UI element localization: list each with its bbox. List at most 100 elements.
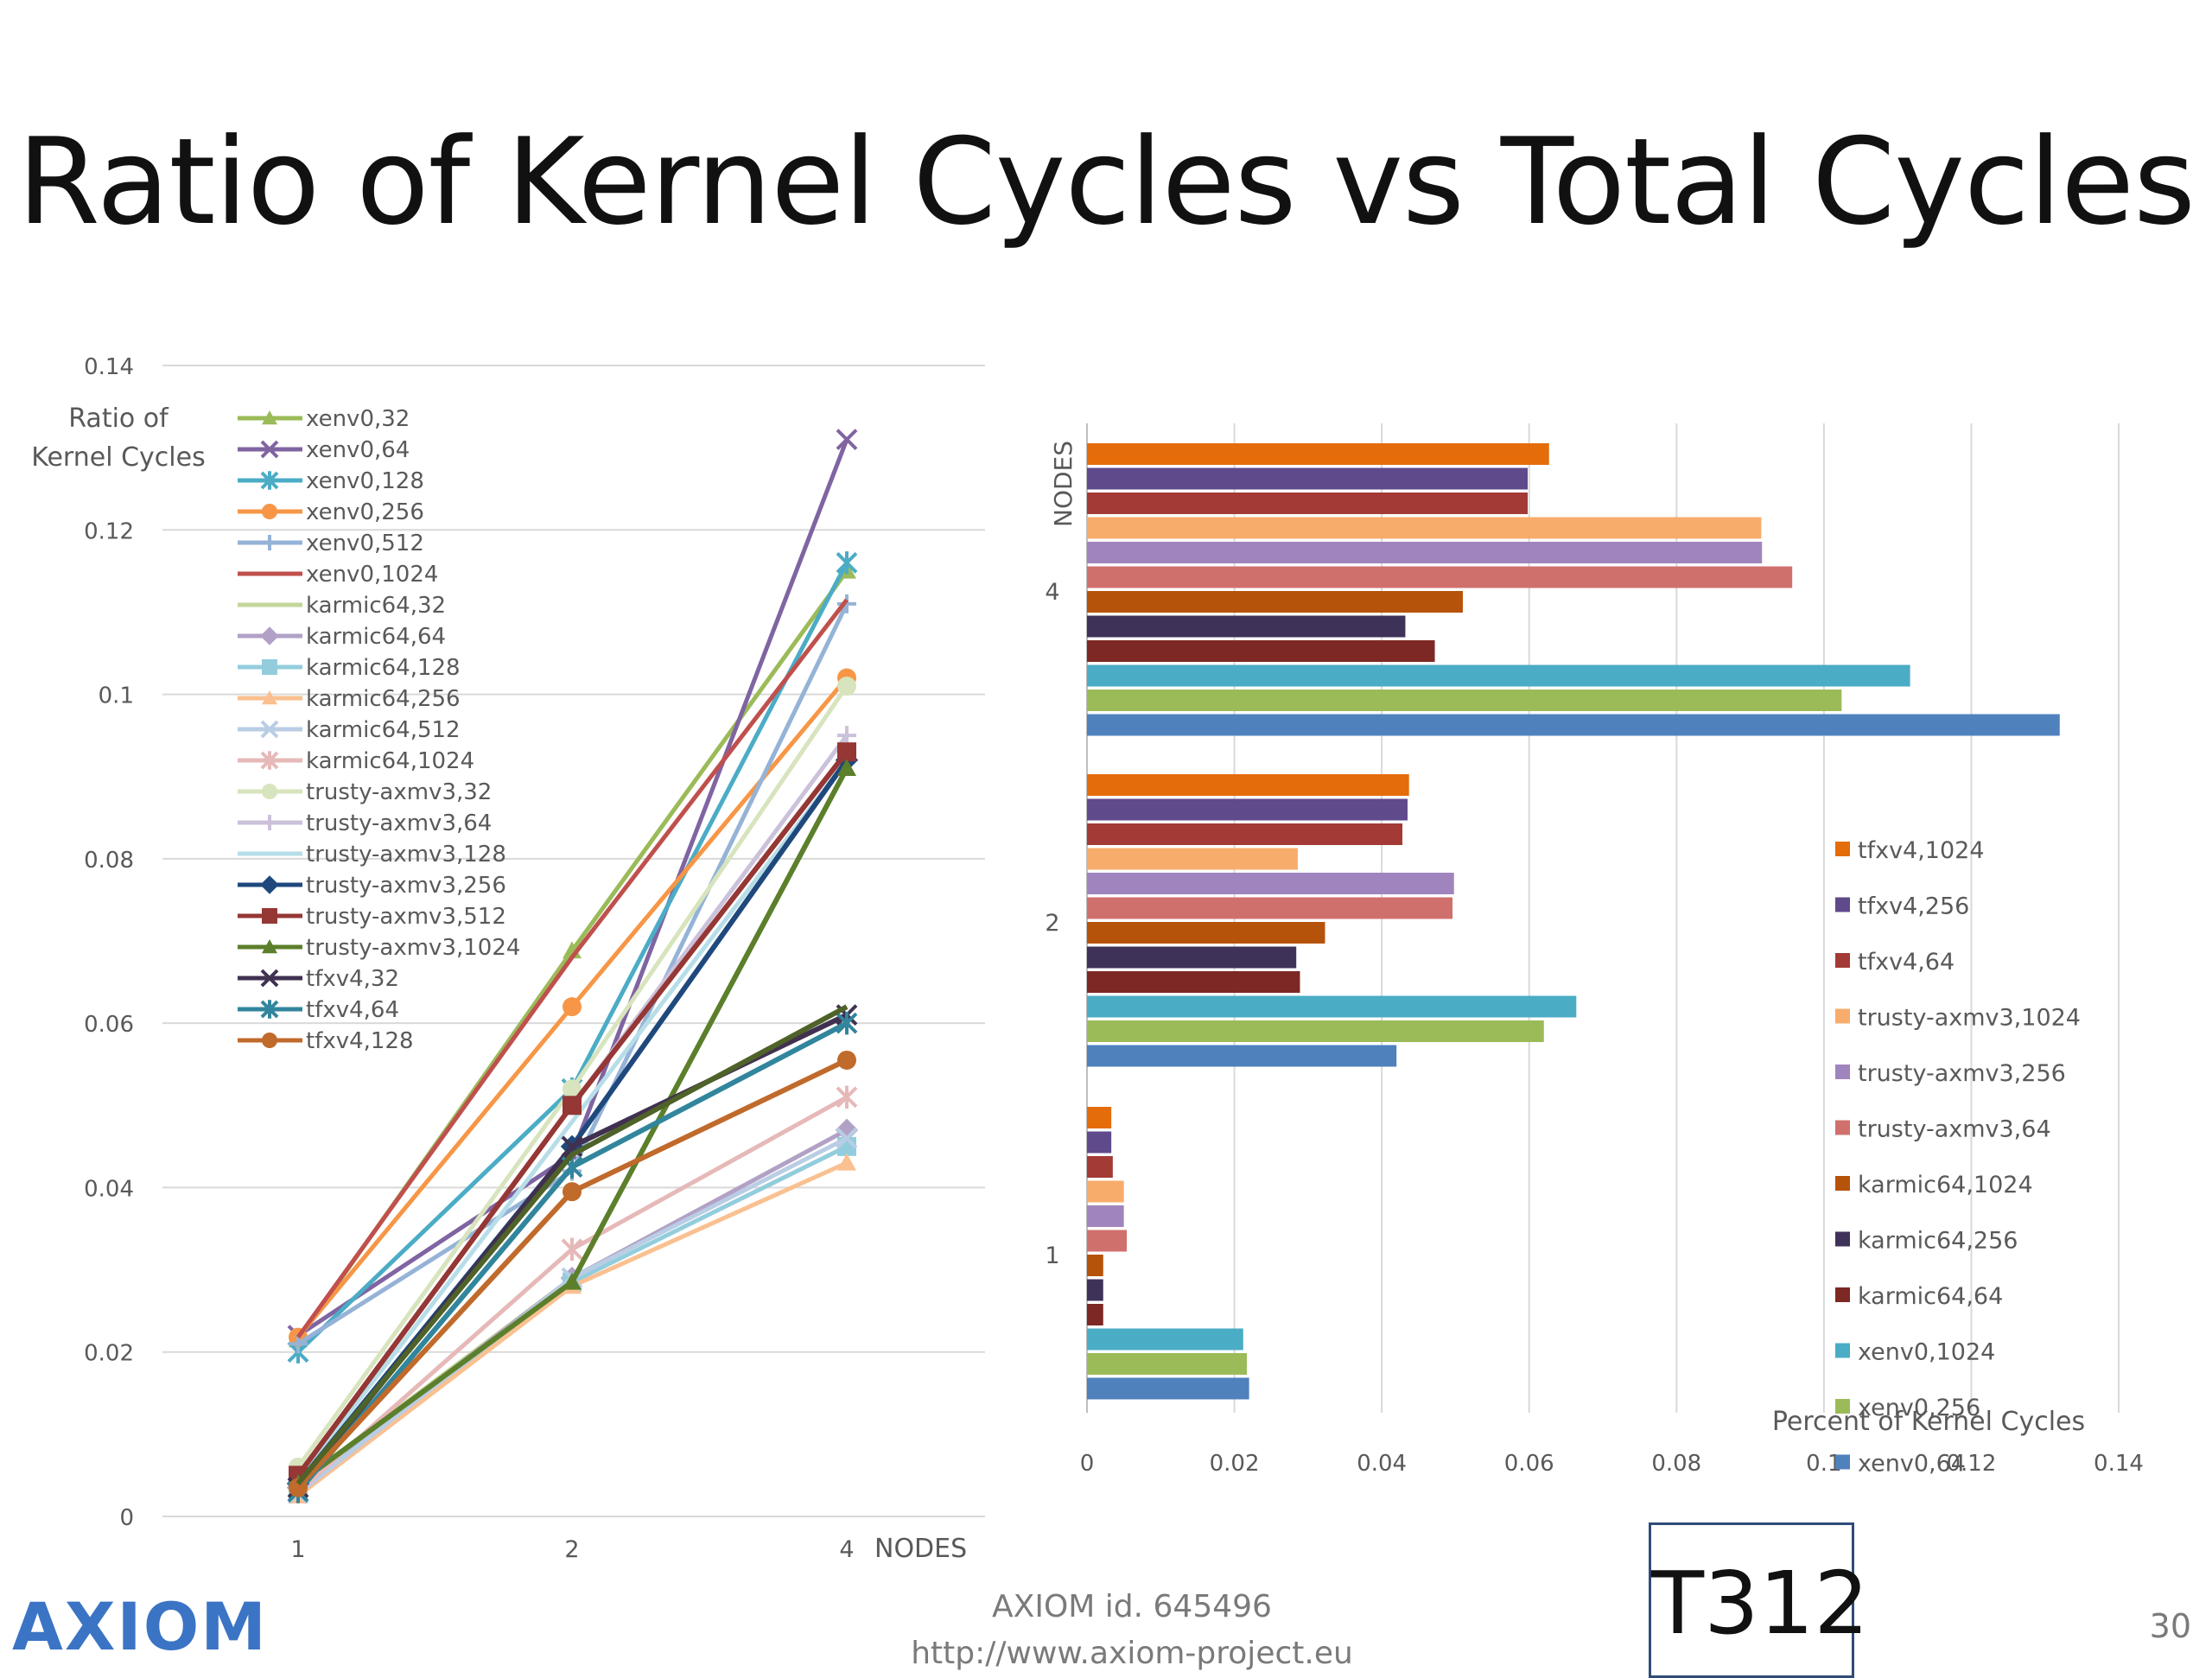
y-tick-label: 0.08	[84, 848, 134, 874]
legend-swatch	[1835, 1454, 1850, 1470]
data-point	[262, 784, 277, 799]
footer-url[interactable]: http://www.axiom-project.eu	[911, 1636, 1353, 1671]
bar	[1087, 1156, 1113, 1178]
tag-label: T312	[1651, 1553, 1869, 1654]
data-point	[837, 594, 856, 613]
bar	[1087, 1353, 1248, 1375]
data-point	[836, 1011, 858, 1035]
legend-label: xenv0,128	[306, 468, 424, 494]
data-point	[262, 504, 277, 519]
bar	[1087, 467, 1529, 490]
legend-swatch	[1835, 1065, 1850, 1079]
legend-swatch	[1835, 1287, 1850, 1302]
bar	[1087, 823, 1403, 845]
bar	[1087, 1020, 1544, 1042]
legend-label: xenv0,64	[1858, 1451, 1966, 1478]
x-tick-label: 0.12	[1946, 1451, 1996, 1477]
legend-label: tfxv4,128	[306, 1028, 414, 1054]
data-point	[262, 410, 277, 425]
bar	[1087, 1107, 1112, 1128]
bar	[1087, 897, 1453, 919]
legend-label: trusty-axmv3,128	[306, 842, 506, 868]
page-number: 30	[2149, 1607, 2191, 1645]
data-point	[289, 1478, 308, 1497]
bar	[1087, 690, 1842, 711]
x-tick-label: 0.04	[1357, 1451, 1407, 1477]
bar	[1087, 946, 1297, 969]
data-point	[837, 1153, 856, 1171]
data-point	[260, 720, 279, 739]
bar	[1087, 566, 1793, 588]
legend-swatch	[1835, 1120, 1850, 1135]
legend-swatch	[1835, 842, 1850, 856]
bar	[1087, 922, 1325, 944]
legend-label: trusty-axmv3,1024	[306, 935, 520, 961]
legend-label: xenv0,1024	[1858, 1339, 1995, 1366]
data-point	[262, 690, 277, 705]
data-point	[262, 908, 277, 924]
bar-legend: tfxv4,1024 tfxv4,256 tfxv4,64 trusty-axmv3,…	[1835, 837, 2081, 1478]
data-point	[260, 751, 279, 770]
bar	[1087, 517, 1762, 539]
data-point	[837, 1050, 856, 1070]
legend-label: karmic64,512	[306, 717, 461, 743]
series-line	[296, 1004, 849, 1485]
x-axis-label: Percent of Kernel Cycles	[1772, 1407, 2085, 1437]
x-tick-label: 0.02	[1210, 1451, 1260, 1477]
series-line	[296, 759, 849, 1481]
data-point	[563, 997, 582, 1017]
data-point	[837, 677, 856, 696]
legend-swatch	[1835, 1343, 1850, 1358]
y-tick-label: 0.04	[84, 1176, 134, 1202]
legend-label: karmic64,1024	[306, 748, 474, 774]
y-tick-label: 1	[1045, 1243, 1059, 1269]
y-tick-label: 0.14	[84, 354, 134, 380]
y-axis-label: Ratio of	[68, 404, 169, 434]
x-tick-label: 0.06	[1504, 1451, 1554, 1477]
legend-label: xenv0,256	[1858, 1395, 1980, 1421]
legend-label: karmic64,1024	[1858, 1172, 2033, 1198]
data-point	[836, 1085, 858, 1109]
data-point	[262, 1033, 277, 1048]
bar	[1087, 443, 1549, 465]
bar	[1087, 1180, 1124, 1203]
bar	[1087, 1304, 1103, 1325]
legend-label: karmic64,64	[306, 624, 446, 650]
x-tick-label: 0.08	[1651, 1451, 1701, 1477]
y-axis-label: Kernel Cycles	[31, 442, 205, 473]
legend-label: tfxv4,32	[306, 966, 399, 992]
data-point	[262, 815, 277, 830]
data-point	[260, 626, 279, 645]
x-axis-label: NODES	[874, 1534, 967, 1564]
y-axis-label: NODES	[1049, 441, 1077, 527]
legend-label: trusty-axmv3,64	[306, 810, 492, 836]
bar	[1087, 1131, 1112, 1154]
bar	[1087, 798, 1408, 821]
legend-label: karmic64,256	[1858, 1228, 2018, 1255]
data-point	[837, 759, 856, 776]
line-chart: 0 0.02 0.04 0.06 0.08 0.1 0.12 0.14 1 2 4 NODES Rati…	[31, 354, 985, 1564]
legend-swatch	[1835, 897, 1850, 912]
data-point	[262, 659, 277, 675]
data-point	[563, 1079, 582, 1099]
bar	[1087, 774, 1409, 796]
data-point	[260, 440, 279, 459]
bar	[1087, 848, 1298, 870]
data-point	[260, 875, 279, 894]
data-point	[563, 1272, 582, 1290]
legend-label: tfxv4,64	[306, 997, 399, 1023]
data-point	[837, 742, 856, 762]
data-point	[563, 1182, 582, 1202]
legend-label: karmic64,256	[306, 686, 461, 712]
data-point	[260, 969, 279, 988]
bar	[1087, 995, 1577, 1018]
y-tick-label: 4	[1045, 579, 1059, 606]
bar	[1087, 664, 1910, 687]
legend-label: tfxv4,1024	[1858, 837, 1985, 864]
data-point	[289, 1334, 308, 1354]
legend-label: tfxv4,256	[1858, 893, 1969, 920]
legend-label: trusty-axmv3,64	[1858, 1116, 2051, 1143]
bar	[1087, 493, 1529, 514]
bar	[1087, 1230, 1128, 1252]
